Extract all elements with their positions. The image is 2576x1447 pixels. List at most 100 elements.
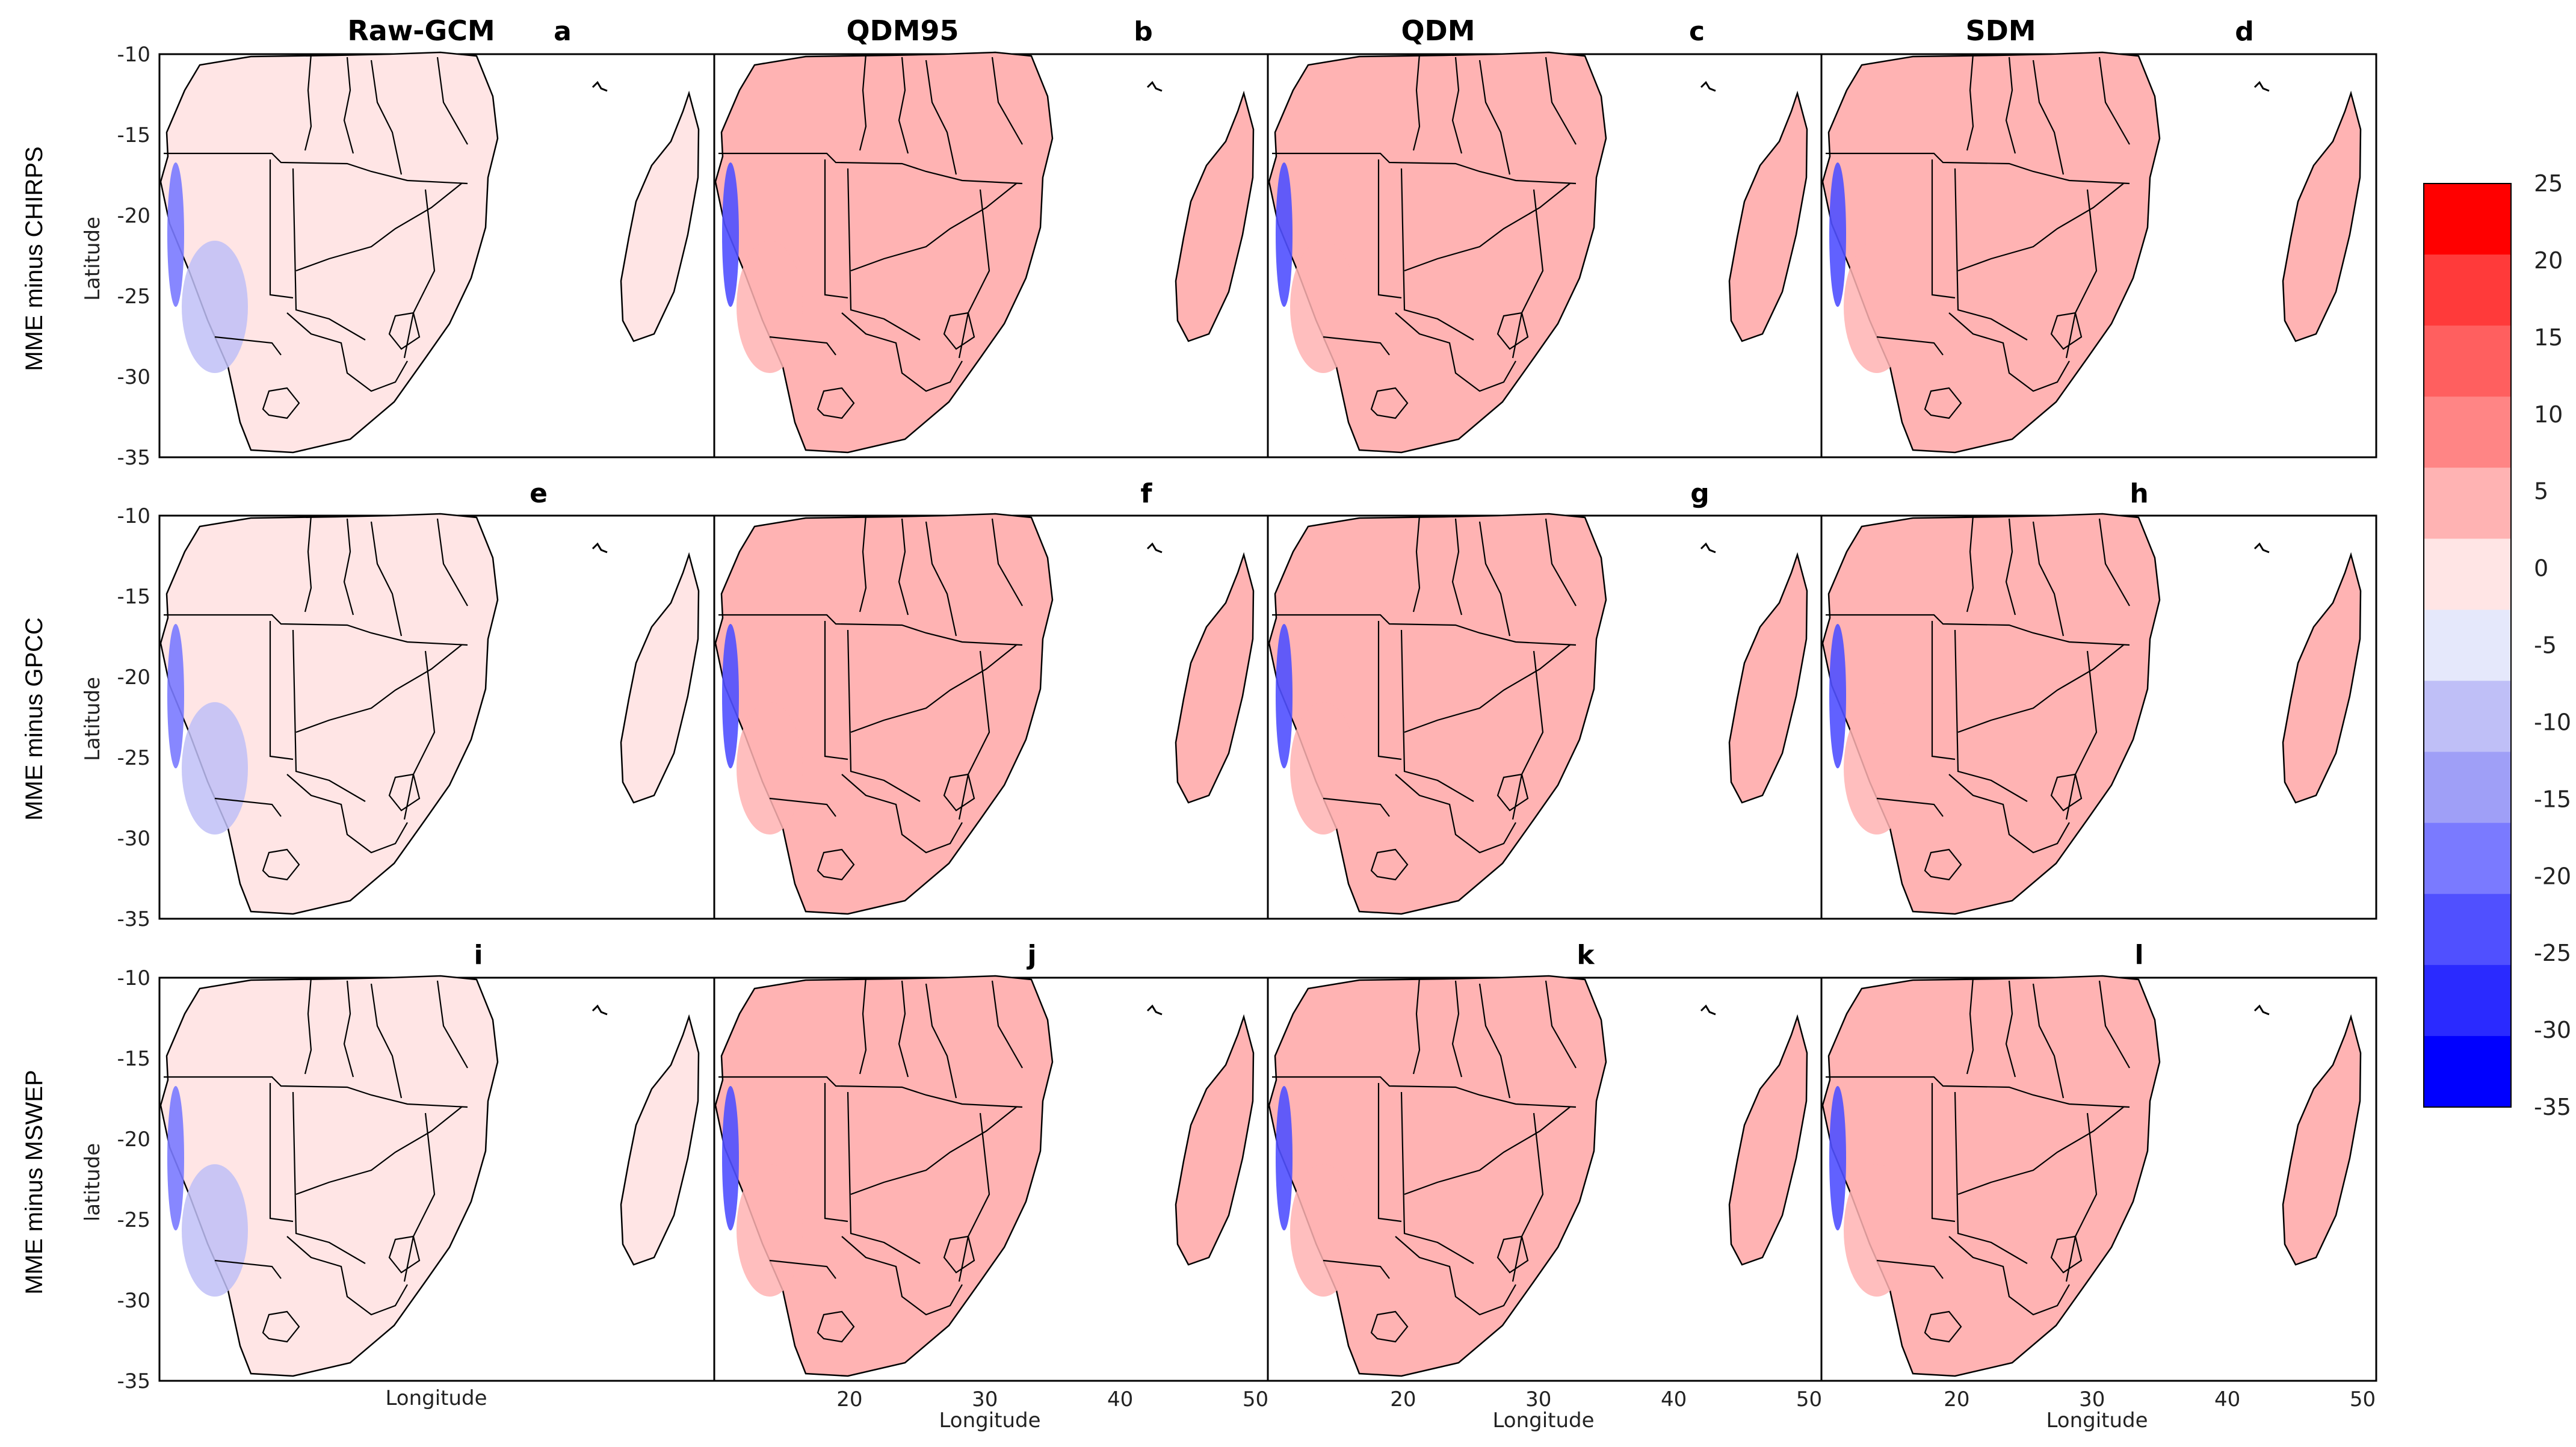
- x-tick-label: 30: [2079, 1387, 2105, 1412]
- colorbar-frame: [2423, 183, 2512, 1108]
- bias-patch-coast: [167, 624, 184, 768]
- colorbar-segment: [2424, 751, 2511, 824]
- panel-letter-b: b: [1134, 16, 1153, 47]
- comoros-islands: [1146, 1004, 1163, 1016]
- y-tick-label: -30: [117, 1289, 150, 1313]
- colorbar-segment: [2424, 538, 2511, 610]
- bias-patch-west: [1290, 241, 1356, 373]
- bias-patch-coast: [1829, 1086, 1846, 1230]
- colorbar-tick-label: -30: [2534, 1017, 2571, 1043]
- colorbar-tick-label: -5: [2534, 632, 2557, 659]
- bias-patch-coast: [722, 162, 739, 307]
- bias-patch-coast: [722, 624, 739, 768]
- panel-letter-i: i: [474, 940, 483, 970]
- x-tick-label: 20: [836, 1387, 862, 1412]
- x-tick-label: 40: [1661, 1387, 1687, 1412]
- comoros-islands: [2253, 542, 2270, 554]
- x-axis-label-sdm: Longitude: [2046, 1408, 2148, 1433]
- x-tick-label: 50: [1243, 1387, 1268, 1412]
- column-title-raw-gcm: Raw-GCM: [347, 14, 495, 47]
- colorbar-tick-label: 15: [2534, 324, 2563, 351]
- bias-patch-west: [182, 241, 248, 373]
- bias-patch-west: [1290, 702, 1356, 835]
- comoros-islands: [1146, 542, 1163, 554]
- colorbar-tick-label: -35: [2534, 1094, 2571, 1120]
- y-tick-label: -10: [117, 43, 150, 67]
- bias-patch-west: [1290, 1164, 1356, 1297]
- x-tick-label: 40: [2214, 1387, 2240, 1412]
- bias-patch-west: [737, 702, 803, 835]
- colorbar-segment: [2424, 467, 2511, 539]
- row-label-gpcc: MME minus GPCC: [21, 617, 48, 821]
- x-axis-label-qdm: Longitude: [1492, 1408, 1594, 1433]
- comoros-islands: [2253, 1004, 2270, 1016]
- x-tick-label: 30: [972, 1387, 998, 1412]
- panel-letter-e: e: [530, 478, 548, 509]
- bias-patch-coast: [1829, 624, 1846, 768]
- x-tick-label: 20: [1390, 1387, 1416, 1412]
- y-axis-label-row3: latitude: [81, 1143, 105, 1221]
- y-tick-label: -35: [117, 1369, 150, 1393]
- map-panel-c: [1267, 51, 1824, 458]
- colorbar-segment: [2424, 822, 2511, 895]
- map-panel-d: [1820, 51, 2377, 458]
- x-tick-label: 20: [1944, 1387, 1969, 1412]
- panel-letter-f: f: [1140, 478, 1152, 509]
- y-axis-label-row2: Latitude: [81, 677, 105, 761]
- map-panel-j: [713, 975, 1270, 1382]
- comoros-islands: [1146, 81, 1163, 92]
- y-tick-label: -25: [117, 1208, 150, 1232]
- bias-patch-coast: [1276, 162, 1293, 307]
- colorbar-tick-label: 5: [2534, 478, 2548, 505]
- panel-letter-c: c: [1689, 16, 1705, 47]
- colorbar-segment: [2424, 964, 2511, 1037]
- y-tick-label: -20: [117, 204, 150, 228]
- bias-patch-west: [1844, 702, 1910, 835]
- y-axis-label-row1: Latitude: [81, 217, 105, 301]
- y-tick-label: -25: [117, 285, 150, 309]
- comoros-islands: [591, 1004, 608, 1016]
- y-tick-label: -35: [117, 446, 150, 470]
- map-panel-e: [158, 513, 715, 920]
- panel-letter-a: a: [554, 16, 572, 47]
- bias-patch-west: [1844, 241, 1910, 373]
- colorbar-tick-label: -25: [2534, 940, 2571, 966]
- x-tick-label: 50: [2350, 1387, 2376, 1412]
- y-tick-label: -30: [117, 365, 150, 389]
- colorbar-segment: [2424, 609, 2511, 682]
- comoros-islands: [1700, 81, 1716, 92]
- colorbar-segment: [2424, 893, 2511, 966]
- bias-patch-west: [182, 702, 248, 835]
- y-tick-label: -25: [117, 746, 150, 770]
- colorbar-segment: [2424, 396, 2511, 468]
- y-tick-label: -10: [117, 504, 150, 528]
- y-tick-label: -35: [117, 907, 150, 931]
- panel-letter-l: l: [2134, 940, 2143, 970]
- colorbar-tick-label: 0: [2534, 555, 2548, 582]
- comoros-islands: [2253, 81, 2270, 92]
- map-panel-l: [1820, 975, 2377, 1382]
- map-panel-h: [1820, 513, 2377, 920]
- colorbar-segment: [2424, 325, 2511, 397]
- y-tick-label: -15: [117, 1047, 150, 1071]
- bias-patch-coast: [1276, 1086, 1293, 1230]
- colorbar: 25 20 15 10 5 0 -5 -10 -15 -20 -25 -30 -35: [2423, 170, 2571, 1120]
- row-label-mswep: MME minus MSWEP: [21, 1070, 48, 1294]
- y-tick-label: -10: [117, 966, 150, 990]
- panel-letter-h: h: [2130, 478, 2148, 509]
- comoros-islands: [1700, 1004, 1716, 1016]
- map-panel-g: [1267, 513, 1824, 920]
- column-title-qdm95: QDM95: [846, 14, 959, 47]
- panel-letter-d: d: [2235, 16, 2254, 47]
- comoros-islands: [591, 81, 608, 92]
- bias-patch-coast: [167, 162, 184, 307]
- colorbar-tick-label: -10: [2534, 709, 2571, 735]
- bias-patch-west: [737, 241, 803, 373]
- x-tick-label: 50: [1796, 1387, 1822, 1412]
- comoros-islands: [591, 542, 608, 554]
- colorbar-segment: [2424, 1035, 2511, 1108]
- map-panel-b: [713, 51, 1270, 458]
- bias-patch-coast: [1276, 624, 1293, 768]
- bias-patch-west: [1844, 1164, 1910, 1297]
